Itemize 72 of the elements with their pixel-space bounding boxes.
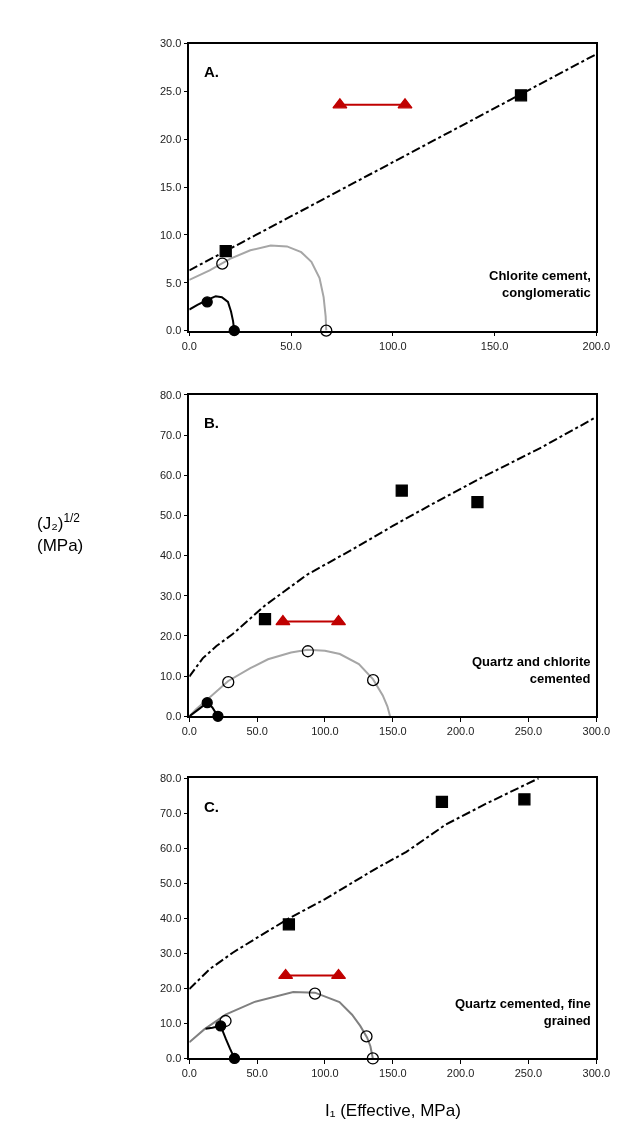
point xyxy=(258,612,272,626)
y-tick-label: 80.0 xyxy=(159,388,182,401)
x-tick-label: 200.0 xyxy=(446,1067,475,1080)
x-tick-label: 300.0 xyxy=(582,1067,611,1080)
x-tick-label: 0.0 xyxy=(181,339,197,352)
point xyxy=(219,1014,232,1028)
y-tick-label: 0.0 xyxy=(166,324,182,337)
x-tick-label: 0.0 xyxy=(181,725,197,738)
x-axis-title: I₁ (Effective, MPa) xyxy=(325,1101,461,1120)
y-axis-title: (J₂)$^{1/2}$ (MPa) xyxy=(37,511,84,556)
y-tick-label: 60.0 xyxy=(159,842,182,855)
y-tick-label: 10.0 xyxy=(159,228,182,241)
y-tick-label: 5.0 xyxy=(166,276,182,289)
annotation: A. xyxy=(204,63,219,80)
y-tick-label: 20.0 xyxy=(159,982,182,995)
point xyxy=(360,1030,373,1043)
x-tick-label: 200.0 xyxy=(582,339,611,352)
x-tick-label: 250.0 xyxy=(514,1067,543,1080)
y-tick-label: 15.0 xyxy=(159,180,182,193)
x-tick-label: 50.0 xyxy=(246,1067,268,1080)
y-tick-label: 20.0 xyxy=(159,629,182,642)
y-tick-label: 30.0 xyxy=(159,37,182,50)
point xyxy=(366,1052,379,1065)
point xyxy=(308,987,322,1000)
x-tick-label: 300.0 xyxy=(582,725,611,738)
y-tick-label: 70.0 xyxy=(159,807,182,820)
y-tick-label: 60.0 xyxy=(159,469,182,482)
point xyxy=(320,324,333,337)
point xyxy=(301,645,315,658)
y-tick-label: 50.0 xyxy=(159,509,182,522)
y-tick-label: 50.0 xyxy=(159,877,182,890)
x-tick-label: 100.0 xyxy=(311,725,339,738)
point xyxy=(518,793,531,806)
point xyxy=(395,484,408,497)
annotation: Quartz cemented, fine grained xyxy=(455,996,591,1028)
y-tick-label: 80.0 xyxy=(159,772,182,785)
x-tick-label: 250.0 xyxy=(514,725,543,738)
y-tick-label: 0.0 xyxy=(166,710,182,723)
point xyxy=(435,795,449,808)
x-tick-label: 50.0 xyxy=(246,725,268,738)
point xyxy=(366,674,380,687)
x-tick-label: 0.0 xyxy=(181,1067,197,1080)
point xyxy=(201,296,213,308)
annotation: B. xyxy=(204,414,219,431)
x-tick-label: 150.0 xyxy=(379,725,407,738)
x-tick-label: 150.0 xyxy=(480,339,509,352)
y-tick-label: 30.0 xyxy=(159,947,182,960)
point xyxy=(216,257,229,270)
y-tick-label: 25.0 xyxy=(159,85,182,98)
y-tick-label: 40.0 xyxy=(159,912,182,925)
x-tick-label: 100.0 xyxy=(311,1067,339,1080)
point xyxy=(282,918,296,931)
x-tick-label: 150.0 xyxy=(379,1067,407,1080)
y-tick-label: 0.0 xyxy=(166,1052,182,1065)
x-tick-label: 100.0 xyxy=(379,339,407,352)
point xyxy=(219,245,232,258)
annotation: C. xyxy=(204,798,219,815)
annotation: Chlorite cement, conglomeratic xyxy=(489,268,591,300)
y-tick-label: 10.0 xyxy=(159,1017,182,1030)
y-tick-label: 30.0 xyxy=(159,589,182,602)
x-tick-label: 200.0 xyxy=(446,725,475,738)
y-tick-label: 20.0 xyxy=(159,133,182,146)
point xyxy=(471,496,484,509)
y-tick-label: 10.0 xyxy=(159,670,182,683)
annotation: Quartz and chlorite cemented xyxy=(472,654,591,686)
y-tick-label: 40.0 xyxy=(159,549,182,562)
x-tick-label: 50.0 xyxy=(280,339,302,352)
point xyxy=(514,89,528,102)
point xyxy=(222,676,235,689)
y-tick-label: 70.0 xyxy=(159,428,182,441)
point xyxy=(214,1020,227,1032)
point xyxy=(201,697,213,709)
